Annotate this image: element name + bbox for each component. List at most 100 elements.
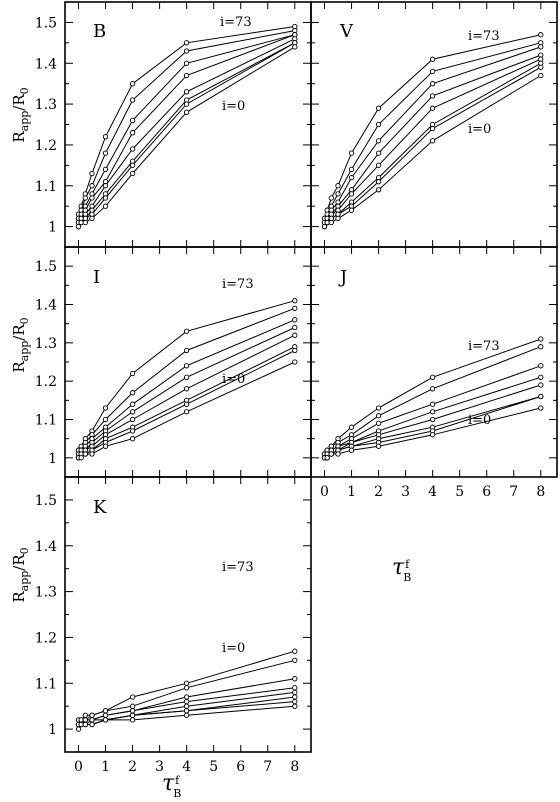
xtick-label: 3 [155,759,164,775]
ylabel-middle: Rapp/R0 [10,317,31,372]
data-point [102,416,109,423]
data-point [321,223,328,230]
data-point [89,721,95,728]
data-point [348,150,355,156]
data-point [82,195,88,201]
data-point [129,708,136,714]
data-point [102,134,109,140]
data-point [292,317,298,323]
data-point [375,187,382,193]
ytick-label: 1.5 [35,493,57,509]
data-point [538,72,544,79]
data-point [129,428,136,434]
data-point [82,712,88,718]
data-point [102,443,109,449]
data-point [335,215,341,222]
data-point [335,451,341,457]
data-point [429,401,436,407]
data-point [129,97,136,103]
xtick-label: 0 [320,484,329,500]
data-point [538,405,544,411]
series-line [324,66,542,227]
data-point [183,72,190,79]
panel-J: 0 1 2 3 4 5 6 7 8 Ji=73 i=0 [310,246,558,500]
xtick-label: 2 [374,484,383,500]
data-point [129,130,136,136]
series-line [78,42,296,223]
data-point [429,125,436,132]
data-point [292,657,298,663]
band-label: B [93,21,106,42]
data-point [183,680,190,686]
data-point [183,386,190,392]
data-point [375,413,382,419]
ytick-label: 1.3 [35,336,57,352]
data-point [375,150,382,156]
panel-K: 1 1.1 1.2 1.3 1.4 1.5 0 1 2 3 4 5 6 7 8 Ki=73 i=0 [35,476,312,775]
data-point [429,138,436,144]
data-point [183,101,190,107]
data-point [89,717,95,723]
band-label: J [338,267,347,288]
xtick-label: 5 [209,759,218,775]
data-point [183,708,190,714]
xtick-label: 0 [74,759,83,775]
data-point [183,698,190,705]
data-point [538,44,544,50]
data-point [129,409,136,415]
data-point [375,443,382,449]
data-point [129,146,136,152]
data-point [183,60,190,66]
data-point [102,708,109,714]
axis-labels-group: Rapp/R0 Rapp/R0 Rapp/R0 τf B τf B [10,87,411,800]
data-point [429,56,436,62]
data-point [129,712,136,718]
data-point [102,405,109,411]
data-point [183,89,190,95]
data-point [429,93,436,99]
data-point [183,374,190,380]
data-point [129,717,136,723]
data-point [538,374,544,380]
ytick-label: 1.5 [35,259,57,275]
ytick-label: 1 [48,722,57,738]
data-point [129,703,136,709]
data-point [328,451,334,457]
data-point [538,32,544,38]
data-point [102,717,109,723]
data-point [429,105,436,111]
xtick-label: 8 [290,759,299,775]
ytick-label: 1.1 [35,676,57,692]
data-point [82,219,88,226]
data-point [183,694,190,700]
data-point [538,393,544,400]
data-point [129,401,136,407]
data-point [292,694,298,700]
data-point [348,191,355,197]
annotation-i73: i=73 [468,339,500,354]
data-point [348,207,355,213]
data-point [292,332,298,338]
data-point [348,424,355,430]
band-label: I [93,267,100,288]
ytick-label: 1.3 [35,97,57,113]
data-point [183,409,190,415]
data-point [538,344,544,350]
data-point [292,305,298,311]
xtick-label: 1 [347,484,356,500]
data-point [183,328,190,334]
ytick-label: 1.2 [35,374,57,390]
xtick-label: 1 [101,759,110,775]
annotation-i0: i=0 [468,122,491,137]
data-point [102,712,109,718]
data-point [375,420,382,426]
data-point [129,170,136,177]
data-point [292,698,298,705]
data-point [292,676,298,682]
panel-frame [64,246,312,478]
xtick-label: 4 [428,484,437,500]
xtick-label: 7 [509,484,518,500]
